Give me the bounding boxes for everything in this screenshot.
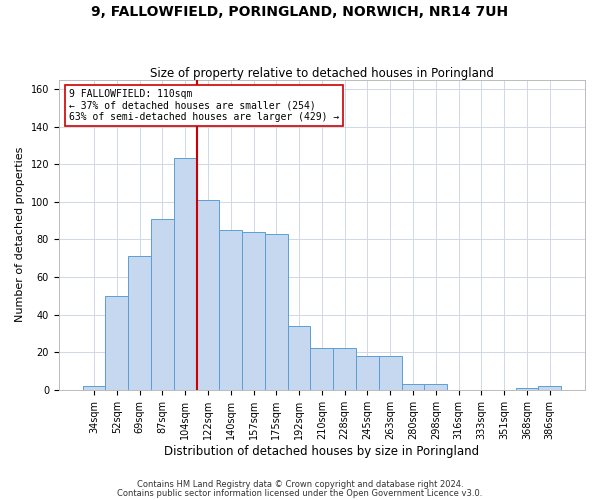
Bar [310, 348, 333, 390]
X-axis label: Distribution of detached houses by size in Poringland: Distribution of detached houses by size … [164, 444, 479, 458]
Bar [333, 348, 356, 390]
Text: 9 FALLOWFIELD: 110sqm
← 37% of detached houses are smaller (254)
63% of semi-det: 9 FALLOWFIELD: 110sqm ← 37% of detached … [70, 89, 340, 122]
Bar [83, 386, 106, 390]
Bar [379, 356, 401, 390]
Y-axis label: Number of detached properties: Number of detached properties [15, 147, 25, 322]
Bar [197, 200, 220, 390]
Bar [424, 384, 447, 390]
Bar [220, 230, 242, 390]
Bar [356, 356, 379, 390]
Bar [106, 296, 128, 390]
Bar [538, 386, 561, 390]
Text: Contains public sector information licensed under the Open Government Licence v3: Contains public sector information licen… [118, 488, 482, 498]
Bar [128, 256, 151, 390]
Bar [174, 158, 197, 390]
Bar [242, 232, 265, 390]
Bar [401, 384, 424, 390]
Bar [515, 388, 538, 390]
Text: 9, FALLOWFIELD, PORINGLAND, NORWICH, NR14 7UH: 9, FALLOWFIELD, PORINGLAND, NORWICH, NR1… [91, 5, 509, 19]
Bar [265, 234, 288, 390]
Text: Contains HM Land Registry data © Crown copyright and database right 2024.: Contains HM Land Registry data © Crown c… [137, 480, 463, 489]
Title: Size of property relative to detached houses in Poringland: Size of property relative to detached ho… [150, 66, 494, 80]
Bar [288, 326, 310, 390]
Bar [151, 218, 174, 390]
